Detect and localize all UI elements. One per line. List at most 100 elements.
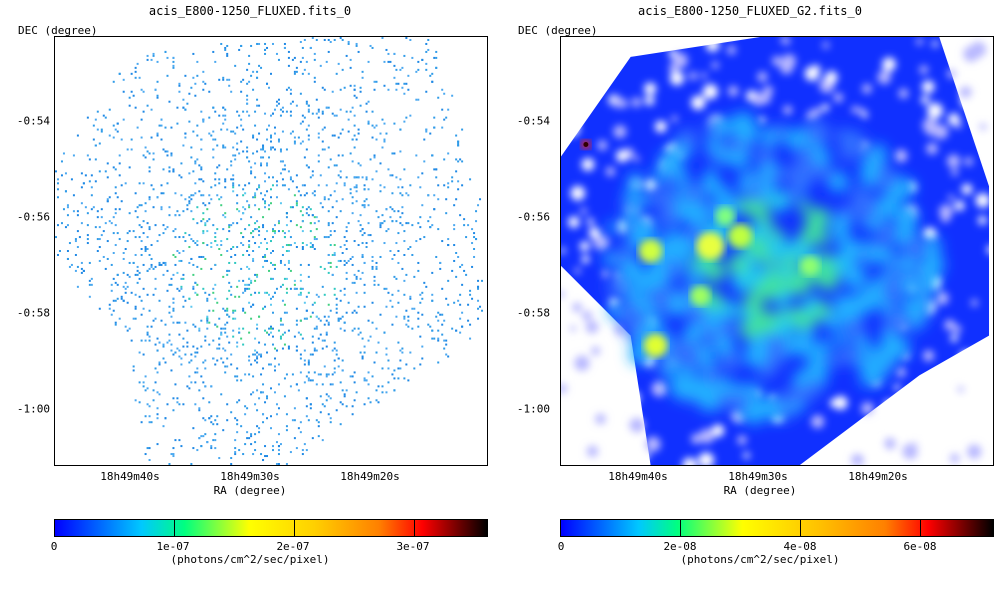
photon-pixel	[347, 301, 350, 304]
image-plot-left[interactable]	[54, 36, 488, 466]
photon-pixel	[275, 180, 278, 183]
photon-pixel	[268, 208, 271, 211]
photon-pixel	[293, 437, 296, 440]
emission-blob	[743, 402, 765, 425]
photon-pixel	[407, 315, 410, 318]
photon-pixel	[138, 271, 141, 274]
image-plot-right[interactable]	[560, 36, 994, 466]
photon-pixel	[136, 62, 139, 65]
low-flux-region	[812, 107, 822, 117]
photon-pixel	[299, 421, 302, 424]
photon-pixel	[319, 202, 322, 205]
low-flux-region	[629, 417, 645, 433]
photon-pixel	[260, 162, 263, 165]
photon-pixel	[228, 78, 231, 81]
photon-pixel	[72, 210, 75, 213]
photon-pixel	[198, 190, 201, 193]
photon-pixel	[353, 381, 356, 384]
photon-pixel	[357, 305, 360, 308]
photon-pixel	[453, 244, 456, 247]
photon-pixel	[94, 180, 97, 183]
emission-blob	[804, 313, 819, 327]
photon-pixel	[142, 182, 145, 185]
photon-pixel	[188, 172, 191, 175]
photon-pixel	[281, 347, 284, 350]
photon-pixel	[172, 307, 175, 310]
photon-pixel	[311, 214, 314, 217]
photon-pixel	[335, 216, 338, 219]
photon-pixel	[214, 232, 217, 235]
photon-pixel	[341, 198, 344, 201]
photon-pixel	[379, 222, 382, 225]
photon-pixel	[391, 257, 394, 260]
photon-pixel	[208, 218, 211, 221]
photon-pixel	[200, 194, 203, 197]
photon-pixel	[431, 271, 434, 274]
photon-pixel	[433, 194, 436, 197]
photon-pixel	[291, 180, 294, 183]
photon-pixel	[204, 204, 207, 207]
photon-pixel	[264, 255, 267, 258]
photon-pixel	[240, 140, 243, 143]
photon-pixel	[192, 273, 195, 276]
photon-pixel	[399, 128, 402, 131]
photon-pixel	[174, 228, 177, 231]
photon-pixel	[457, 180, 460, 183]
photon-pixel	[333, 114, 336, 117]
photon-pixel	[250, 317, 253, 320]
photon-pixel	[194, 162, 197, 165]
photon-pixel	[112, 80, 115, 83]
photon-pixel	[182, 236, 185, 239]
photon-pixel	[403, 82, 406, 85]
photon-pixel	[112, 277, 115, 280]
photon-pixel	[351, 375, 354, 378]
photon-pixel	[403, 317, 406, 320]
photon-pixel	[279, 443, 282, 446]
photon-pixel	[242, 327, 245, 330]
low-flux-region	[631, 97, 642, 108]
photon-pixel	[313, 222, 316, 225]
photon-pixel	[222, 307, 225, 310]
photon-pixel	[214, 138, 217, 141]
photon-pixel	[246, 250, 249, 252]
photon-pixel	[331, 273, 334, 276]
colorbar-left	[54, 519, 488, 537]
photon-pixel	[196, 222, 199, 225]
photon-pixel	[403, 92, 406, 95]
photon-pixel	[236, 401, 239, 404]
photon-pixel	[361, 76, 364, 79]
photon-pixel	[289, 244, 292, 247]
photon-pixel	[427, 48, 430, 51]
emission-blob	[840, 345, 861, 365]
photon-pixel	[180, 285, 183, 288]
photon-pixel	[158, 124, 161, 127]
photon-pixel	[303, 443, 306, 446]
photon-pixel	[126, 301, 129, 304]
photon-pixel	[327, 253, 330, 256]
photon-pixel	[188, 375, 191, 378]
photon-pixel	[204, 385, 207, 388]
photon-pixel	[242, 309, 245, 312]
photon-pixel	[118, 208, 121, 211]
photon-pixel	[226, 357, 229, 360]
photon-pixel	[371, 321, 374, 324]
photon-pixel	[445, 297, 448, 300]
photon-pixel	[190, 238, 193, 241]
photon-pixel	[329, 230, 332, 233]
photon-pixel	[313, 58, 316, 61]
photon-pixel	[393, 210, 396, 213]
low-flux-region	[771, 55, 782, 67]
photon-pixel	[345, 311, 348, 314]
photon-pixel	[457, 144, 460, 147]
photon-pixel	[289, 220, 292, 223]
photon-pixel	[266, 128, 269, 131]
photon-pixel	[266, 455, 269, 458]
photon-pixel	[84, 174, 87, 177]
emission-blob	[736, 198, 754, 215]
low-flux-region	[858, 107, 865, 115]
photon-pixel	[246, 94, 249, 97]
photon-pixel	[202, 212, 205, 215]
photon-pixel	[271, 228, 274, 231]
photon-pixel	[220, 240, 223, 243]
photon-pixel	[289, 176, 292, 179]
